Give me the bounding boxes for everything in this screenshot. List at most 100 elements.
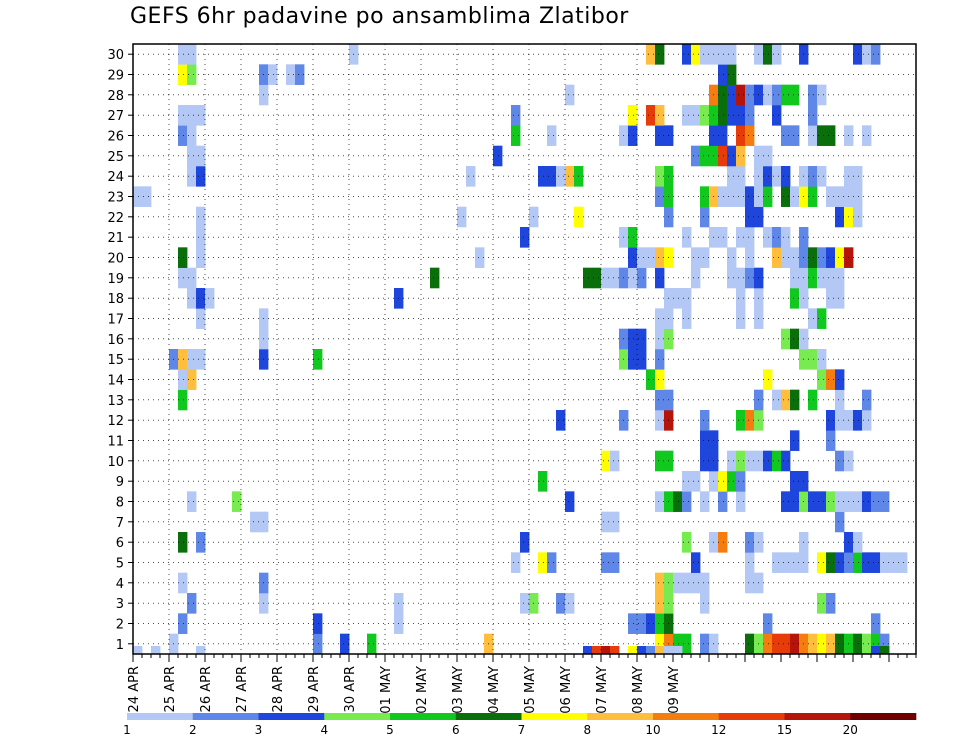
precip-cell — [493, 145, 503, 167]
precip-cell — [655, 125, 665, 146]
legend-label: 2 — [189, 723, 197, 737]
precip-cell — [700, 430, 710, 451]
precip-cell — [430, 267, 440, 289]
precip-cell — [826, 593, 836, 614]
precip-cell — [682, 227, 692, 248]
precip-cell — [772, 247, 782, 268]
precip-cell — [682, 572, 692, 594]
precip-cell — [700, 105, 710, 126]
precip-cell — [196, 349, 206, 370]
x-tick-label: 30 APR — [343, 666, 358, 712]
precip-cell — [871, 633, 881, 655]
precip-cell — [790, 430, 800, 451]
precip-cell — [763, 145, 773, 167]
legend-swatch — [455, 713, 522, 720]
precip-cell — [556, 410, 566, 431]
precip-cell — [862, 410, 872, 431]
precip-cell — [862, 633, 872, 655]
precip-cell — [817, 593, 827, 614]
precip-cell — [655, 389, 665, 411]
precip-cell — [835, 389, 845, 411]
precip-cell — [187, 491, 197, 512]
precip-cell — [835, 369, 845, 390]
precip-cell — [727, 166, 737, 187]
precip-cell — [178, 613, 188, 634]
precip-cell — [772, 44, 782, 65]
precip-cell — [880, 646, 890, 655]
precip-cell — [772, 166, 782, 187]
precip-cell — [781, 186, 791, 207]
precip-cell — [655, 633, 665, 655]
precip-cell — [646, 369, 656, 390]
precip-cell — [817, 369, 827, 390]
precip-cell — [250, 511, 260, 533]
precip-cell — [790, 389, 800, 411]
precip-cell — [682, 471, 692, 492]
precip-cell — [727, 186, 737, 207]
precip-cell — [196, 532, 206, 553]
precip-cell — [682, 308, 692, 329]
y-tick-label: 3 — [116, 597, 124, 612]
precip-cell — [736, 471, 746, 492]
y-tick-label: 16 — [107, 333, 124, 348]
x-tick-label: 09 MAY — [667, 666, 682, 714]
legend-swatch — [258, 713, 325, 720]
precip-cell — [772, 389, 782, 411]
y-tick-label: 14 — [107, 374, 124, 389]
y-tick-label: 30 — [107, 48, 124, 63]
precip-cell — [826, 491, 836, 512]
precip-cell — [835, 247, 845, 268]
precip-cell — [646, 105, 656, 126]
precip-cell — [520, 593, 530, 614]
precip-cell — [817, 247, 827, 268]
precip-cell — [772, 84, 782, 106]
precip-cell — [637, 267, 647, 289]
legend-label: 4 — [320, 723, 328, 737]
precip-cell — [745, 267, 755, 289]
precip-cell — [313, 613, 323, 634]
precip-cell — [610, 267, 620, 289]
precip-cell — [178, 369, 188, 390]
precip-cell — [196, 288, 206, 309]
precip-cell — [817, 552, 827, 573]
x-tick-label: 26 APR — [199, 666, 214, 712]
precip-cell — [178, 389, 188, 411]
precip-cell — [817, 166, 827, 187]
legend-swatch — [521, 713, 588, 720]
precip-cell — [151, 646, 161, 655]
precip-cell — [736, 125, 746, 146]
x-tick-label: 29 APR — [307, 666, 322, 712]
precip-cell — [655, 613, 665, 634]
precip-cell — [853, 491, 863, 512]
precip-cell — [691, 552, 701, 573]
precip-cell — [853, 206, 863, 228]
precip-cell — [655, 349, 665, 370]
precip-cell — [826, 288, 836, 309]
precip-cell — [808, 125, 818, 146]
precip-cell — [682, 532, 692, 553]
precip-cell — [646, 44, 656, 65]
precip-cell — [178, 44, 188, 65]
precip-cell — [691, 471, 701, 492]
precip-cell — [745, 633, 755, 655]
precip-cell — [556, 593, 566, 614]
precip-cell — [880, 491, 890, 512]
precip-cell — [736, 308, 746, 329]
precip-cell — [781, 450, 791, 472]
precip-cell — [610, 552, 620, 573]
precip-cell — [178, 125, 188, 146]
y-tick-label: 6 — [116, 536, 124, 551]
precip-cell — [736, 491, 746, 512]
precip-cell — [781, 328, 791, 350]
precip-cell — [745, 206, 755, 228]
precip-cell — [646, 613, 656, 634]
precip-cell — [673, 633, 683, 655]
precip-cell — [682, 491, 692, 512]
precip-cell — [880, 552, 890, 573]
precip-cell — [763, 369, 773, 390]
precip-cell — [718, 44, 728, 65]
precip-cell — [763, 613, 773, 634]
precip-cell — [196, 308, 206, 329]
precip-cell — [790, 633, 800, 655]
